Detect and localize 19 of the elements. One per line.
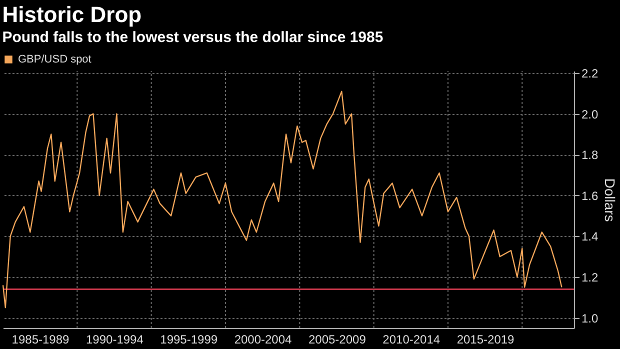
x-tick-label: 1990-1994 bbox=[86, 332, 144, 346]
x-tick-label: 2005-2009 bbox=[308, 332, 366, 346]
line-series bbox=[2, 90, 562, 308]
x-tick-label: 1995-1999 bbox=[160, 332, 218, 346]
x-tick-label: 2000-2004 bbox=[234, 332, 292, 346]
chart-subtitle: Pound falls to the lowest versus the dollar since 1985 bbox=[2, 29, 384, 46]
y-tick-label: 1.0 bbox=[582, 311, 599, 326]
y-axis-title: Dollars bbox=[602, 178, 618, 222]
legend-label: GBP/USD spot bbox=[18, 54, 92, 66]
y-tick-label: 2.0 bbox=[582, 107, 599, 122]
y-tick-label: 1.4 bbox=[582, 230, 599, 244]
x-tick-label: 2015-2019 bbox=[456, 332, 515, 346]
y-tick-label: 1.6 bbox=[582, 188, 599, 203]
x-tick-label: 1985-1989 bbox=[12, 332, 70, 346]
y-tick-label: 1.2 bbox=[582, 270, 599, 285]
chart-title: Historic Drop bbox=[2, 2, 142, 27]
y-tick-label: 2.2 bbox=[582, 66, 599, 81]
x-tick-label: 2010-2014 bbox=[382, 332, 440, 346]
y-tick-label: 1.8 bbox=[582, 148, 599, 162]
